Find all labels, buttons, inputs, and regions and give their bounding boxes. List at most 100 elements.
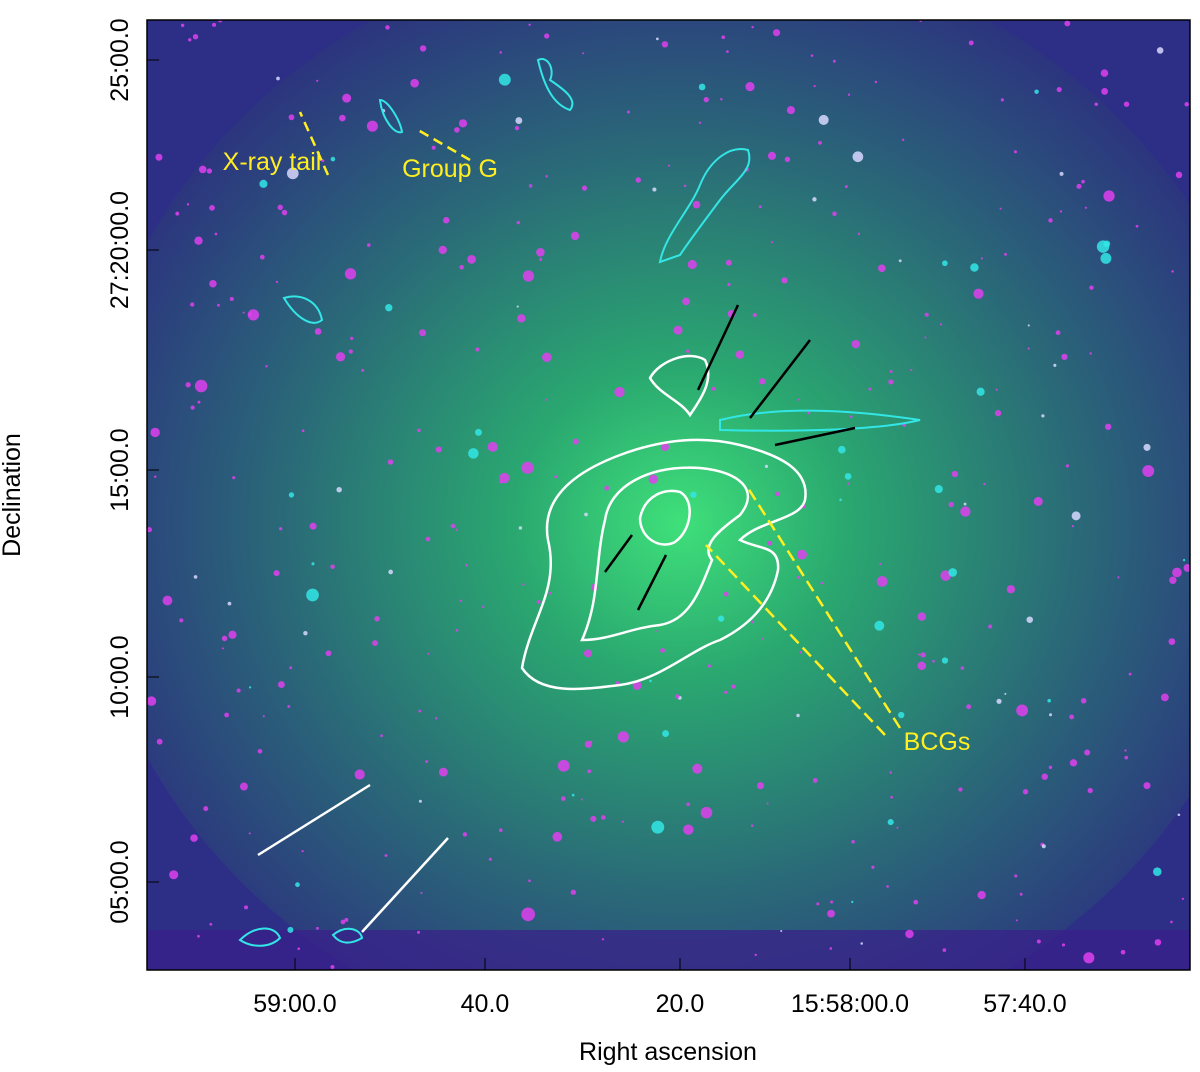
star	[1100, 252, 1112, 264]
star	[1016, 704, 1029, 717]
star	[797, 398, 800, 401]
star	[724, 690, 728, 695]
star	[818, 114, 829, 125]
star	[450, 523, 456, 529]
star	[761, 637, 764, 640]
star	[771, 241, 774, 244]
star	[1104, 423, 1112, 430]
star	[417, 930, 421, 934]
star	[410, 78, 419, 88]
star	[301, 850, 304, 853]
star	[727, 282, 731, 287]
star	[209, 279, 217, 288]
star	[924, 336, 927, 339]
star	[1061, 943, 1066, 947]
star	[387, 459, 394, 465]
star	[1103, 240, 1111, 248]
star	[544, 33, 550, 39]
star	[999, 207, 1002, 210]
star	[600, 815, 606, 820]
annotation: Group G	[402, 155, 498, 183]
star	[874, 80, 878, 84]
star	[1128, 672, 1132, 676]
star	[467, 255, 476, 264]
star	[455, 628, 459, 632]
star	[1117, 576, 1120, 579]
star	[1156, 47, 1164, 54]
star	[209, 922, 213, 926]
star	[995, 388, 998, 391]
star	[348, 349, 353, 354]
star	[890, 795, 894, 799]
star	[265, 365, 268, 368]
star	[942, 948, 947, 952]
star	[303, 631, 308, 636]
star	[799, 651, 802, 654]
star	[832, 59, 836, 63]
star	[1160, 693, 1169, 702]
y-tick-label: 05:00.0	[106, 840, 134, 923]
star	[857, 232, 861, 236]
star	[278, 527, 283, 531]
star	[232, 476, 236, 480]
star	[627, 110, 630, 114]
star	[660, 648, 665, 653]
star	[1013, 150, 1018, 154]
star	[186, 203, 190, 206]
star	[905, 929, 914, 939]
star	[193, 575, 198, 579]
star	[239, 782, 248, 791]
star	[1061, 353, 1068, 360]
star	[188, 38, 192, 42]
star	[651, 820, 665, 834]
xray-contours	[520, 354, 807, 691]
star	[1143, 443, 1151, 451]
star	[516, 305, 519, 308]
star	[488, 857, 492, 861]
star	[580, 798, 583, 801]
star	[1027, 324, 1030, 327]
star	[983, 482, 986, 486]
star	[539, 257, 543, 261]
star	[750, 824, 754, 827]
star	[920, 652, 926, 658]
star	[700, 806, 713, 819]
star	[767, 540, 773, 546]
star	[796, 549, 807, 560]
star	[1083, 952, 1095, 964]
star	[751, 25, 754, 29]
star	[385, 304, 393, 312]
star	[1120, 949, 1126, 955]
star	[660, 442, 670, 452]
star	[417, 428, 421, 433]
star	[1181, 897, 1184, 901]
star	[717, 615, 725, 622]
x-tick-label: 57:40.0	[983, 990, 1066, 1018]
star	[570, 889, 577, 895]
y-tick-label: 27:20:00.0	[106, 191, 134, 309]
star	[1041, 773, 1048, 780]
star	[756, 782, 765, 790]
star	[874, 620, 885, 631]
star	[342, 93, 352, 103]
star	[806, 411, 811, 415]
star	[1064, 20, 1071, 27]
star	[1033, 496, 1043, 507]
star	[661, 41, 669, 48]
star	[434, 717, 438, 720]
star	[703, 97, 709, 103]
star	[604, 485, 610, 491]
star	[224, 712, 229, 718]
star	[197, 400, 201, 404]
star	[1026, 616, 1034, 624]
star	[288, 492, 295, 498]
star	[1168, 638, 1176, 645]
star	[667, 164, 671, 167]
star	[455, 528, 459, 531]
star	[847, 93, 851, 96]
star	[228, 630, 237, 639]
star	[692, 763, 703, 774]
star	[1171, 270, 1174, 273]
star	[214, 232, 218, 236]
star	[652, 187, 657, 192]
